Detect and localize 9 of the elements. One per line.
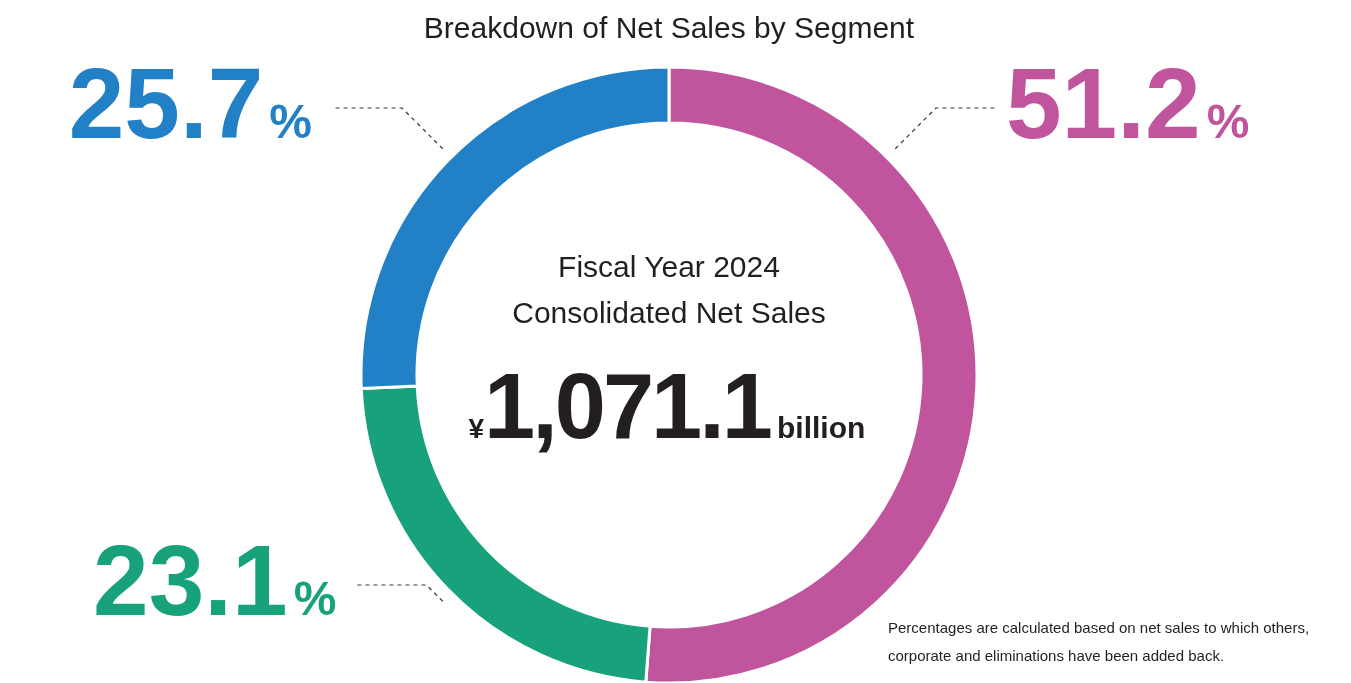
chart-title: Breakdown of Net Sales by Segment [423,11,915,44]
text: Consolidated Net Sales [512,296,826,329]
data-label: 51.2% [1006,47,1250,159]
data-label: 25.7% [68,47,312,159]
text: ¥1,071.1 [468,355,771,457]
text: billion [777,411,866,444]
data-label: 23.1% [93,524,337,636]
text: Percentages are calculated based on net sales to which others, corporate and eliminations have been added back. [888,619,1310,664]
text: Fiscal Year 2024 [558,250,780,283]
